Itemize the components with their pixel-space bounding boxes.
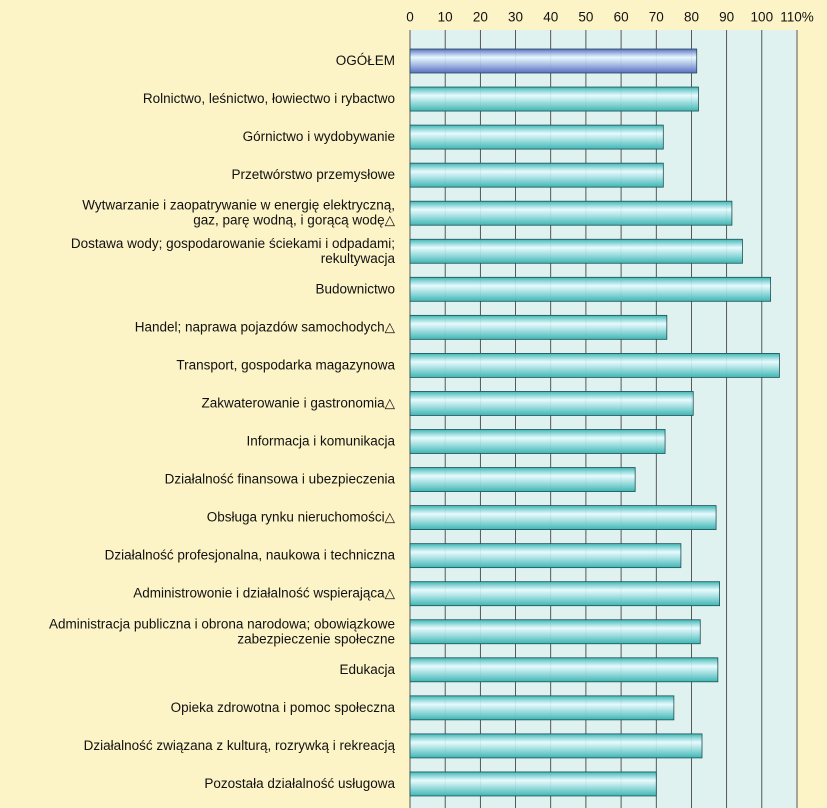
y-tick-label: Pozostała działalność usługowa (204, 776, 395, 791)
y-tick-label: Administracja publiczna i obrona narodow… (49, 616, 395, 646)
label-line: rekultywacja (321, 250, 396, 265)
x-tick-label: 80 (684, 10, 699, 25)
bar (409, 238, 743, 264)
label-line: Przetwórstwo przemysłowe (231, 167, 395, 182)
bar (409, 733, 703, 759)
x-tick-label: 20 (473, 10, 488, 25)
label-line: Dostawa wody; gospodarowanie ściekami i … (71, 235, 395, 250)
bar (409, 124, 664, 150)
label-line: Górnictwo i wydobywanie (243, 129, 395, 144)
x-tick-label: 60 (614, 10, 629, 25)
label-line: gaz, parę wodną, i gorącą wodę△ (193, 212, 395, 227)
label-line: Rolnictwo, leśnictwo, łowiectwo i rybact… (143, 91, 395, 106)
label-line: Administrowonie i działalność wspierając… (133, 585, 395, 600)
y-tick-label: Zakwaterowanie i gastronomia△ (202, 395, 396, 410)
bar (409, 352, 780, 378)
label-line: Handel; naprawa pojazdów samochodych△ (135, 319, 396, 334)
y-tick-label: Przetwórstwo przemysłowe (231, 167, 395, 182)
label-line: Administracja publiczna i obrona narodow… (49, 616, 395, 631)
bar (409, 429, 666, 454)
y-tick-label: Opieka zdrowotna i pomoc społeczna (171, 699, 396, 714)
label-line: Działalność profesjonalna, naukowa i tec… (105, 547, 396, 562)
y-tick-label: Handel; naprawa pojazdów samochodych△ (135, 319, 396, 334)
label-line: OGÓŁEM (336, 53, 395, 68)
bar (409, 657, 719, 683)
y-tick-label: Działalność profesjonalna, naukowa i tec… (105, 547, 396, 562)
label-line: Zakwaterowanie i gastronomia△ (202, 395, 396, 410)
bar (409, 391, 694, 416)
y-tick-label: OGÓŁEM (336, 53, 395, 68)
bar (409, 619, 701, 645)
label-line: Wytwarzanie i zaopatrywanie w energię el… (82, 197, 395, 212)
bar (409, 695, 675, 721)
label-line: Transport, gospodarka magazynowa (176, 357, 395, 372)
y-tick-label: Transport, gospodarka magazynowa (176, 357, 395, 372)
x-tick-label: 10 (438, 10, 453, 25)
x-tick-label: 40 (543, 10, 558, 25)
y-tick-label: Administrowonie i działalność wspierając… (133, 585, 395, 600)
y-tick-label: Obsługa rynku nieruchomości△ (207, 509, 396, 524)
y-tick-label: Górnictwo i wydobywanie (243, 129, 395, 144)
y-tick-label: Edukacja (339, 661, 395, 676)
x-tick-label: 100 (751, 10, 774, 25)
label-line: zabezpieczenie społeczne (237, 631, 395, 646)
x-tick-label: 0 (406, 10, 414, 25)
bar (409, 162, 664, 188)
label-line: Pozostała działalność usługowa (204, 776, 395, 791)
bar (409, 505, 717, 531)
x-tick-label: 50 (578, 10, 593, 25)
label-line: Opieka zdrowotna i pomoc społeczna (171, 699, 396, 714)
bar (409, 771, 657, 797)
label-line: Informacja i komunikacja (246, 433, 395, 448)
x-tick-label: 110% (780, 10, 814, 25)
label-line: Edukacja (339, 661, 395, 676)
label-line: Działalność finansowa i ubezpieczenia (165, 471, 396, 486)
y-tick-label: Rolnictwo, leśnictwo, łowiectwo i rybact… (143, 91, 395, 106)
bar (409, 314, 668, 340)
bar (409, 581, 721, 607)
bar (409, 200, 733, 226)
x-tick-label: 90 (719, 10, 734, 25)
bar (409, 543, 682, 569)
x-tick-label: 70 (649, 10, 664, 25)
y-tick-label: Działalność związana z kulturą, rozrywką… (84, 737, 396, 752)
y-tick-label: Budownictwo (315, 281, 395, 296)
bar (409, 86, 699, 112)
y-tick-label: Działalność finansowa i ubezpieczenia (165, 471, 396, 486)
bar (409, 276, 772, 302)
y-tick-label: Wytwarzanie i zaopatrywanie w energię el… (82, 197, 395, 227)
x-tick-label: 30 (508, 10, 523, 25)
bar (409, 467, 636, 492)
y-tick-label: Informacja i komunikacja (246, 433, 395, 448)
label-line: Działalność związana z kulturą, rozrywką… (84, 737, 396, 752)
bar (409, 48, 698, 74)
label-line: Budownictwo (315, 281, 395, 296)
label-line: Obsługa rynku nieruchomości△ (207, 509, 396, 524)
y-tick-label: Dostawa wody; gospodarowanie ściekami i … (71, 235, 396, 265)
